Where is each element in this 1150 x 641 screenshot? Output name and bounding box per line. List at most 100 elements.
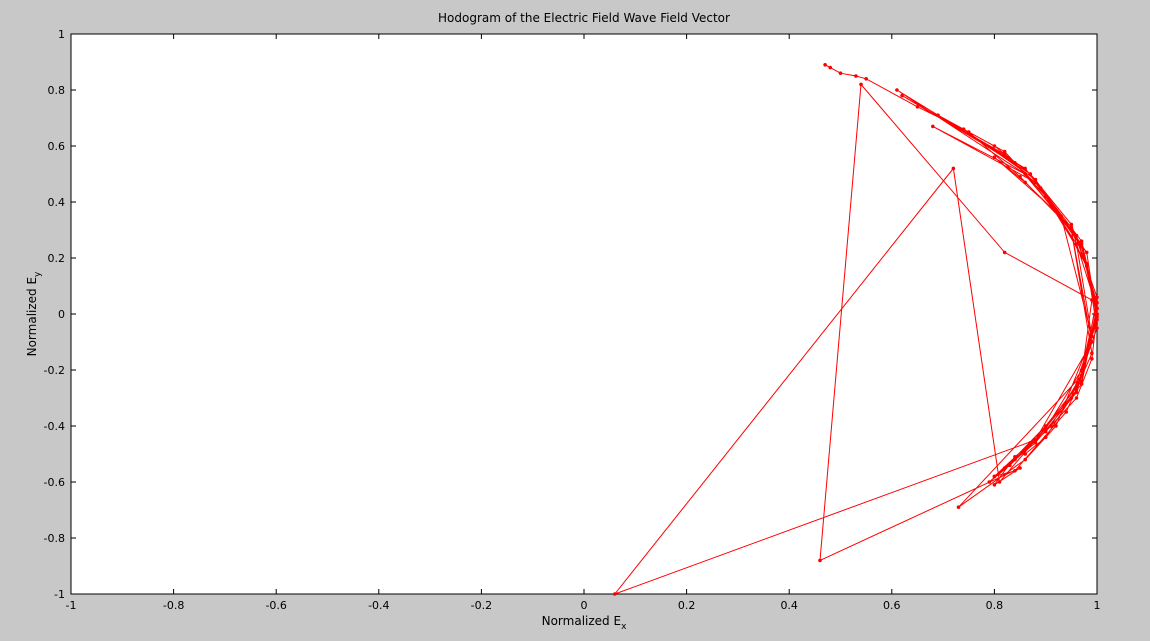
y-tick-label: 0.6: [48, 140, 66, 153]
data-point: [1064, 410, 1069, 414]
data-point: [1018, 466, 1022, 470]
data-point: [1002, 152, 1007, 157]
data-point: [1043, 427, 1048, 431]
data-point: [1023, 180, 1027, 185]
x-tick-label: 0.2: [678, 599, 696, 612]
data-point: [1028, 441, 1033, 445]
data-point: [1049, 424, 1053, 428]
data-point: [1013, 161, 1017, 165]
data-point: [1095, 317, 1099, 322]
y-tick-label: -0.2: [44, 364, 65, 377]
y-tick-label: -1: [54, 588, 65, 601]
data-point: [1023, 166, 1027, 171]
chart-title: Hodogram of the Electric Field Wave Fiel…: [438, 11, 730, 25]
data-point: [1013, 457, 1017, 462]
data-point: [997, 480, 1002, 484]
plot-area: [70, 33, 1098, 595]
data-point: [1095, 315, 1099, 319]
data-point: [1074, 396, 1079, 400]
data-point: [1033, 177, 1038, 182]
data-point: [1059, 214, 1063, 218]
data-point: [1043, 429, 1048, 434]
y-tick-label: 0.2: [48, 252, 66, 265]
data-point: [1059, 217, 1063, 221]
data-point: [1013, 455, 1017, 459]
data-point: [823, 63, 827, 67]
x-tick-label: 0.6: [883, 599, 901, 612]
data-point: [1043, 194, 1048, 199]
data-point: [612, 592, 617, 596]
data-point: [828, 65, 833, 70]
data-point: [1033, 438, 1038, 442]
data-point: [1090, 340, 1094, 344]
x-tick-label: -0.4: [368, 599, 389, 612]
data-series: [612, 63, 1099, 596]
data-point: [1079, 379, 1084, 384]
data-point: [1074, 233, 1079, 238]
y-axis-label: Normalized Ey: [25, 271, 43, 356]
x-tick-label: 0.4: [780, 599, 798, 612]
data-point: [966, 130, 971, 134]
data-point: [1018, 175, 1022, 179]
y-axis-label-main: Normalized E: [25, 277, 39, 356]
x-tick-label: 1: [1094, 599, 1101, 612]
data-point: [1095, 295, 1099, 300]
data-point: [854, 74, 858, 78]
data-point: [864, 77, 868, 81]
data-point: [992, 483, 997, 487]
y-tick-label: 0: [58, 308, 65, 321]
y-tick-label: -0.8: [44, 532, 65, 545]
data-point: [1028, 172, 1033, 176]
data-point: [1002, 466, 1007, 470]
data-point: [1079, 245, 1084, 249]
x-tick-label: 0.8: [986, 599, 1004, 612]
x-tick-label: -1: [66, 599, 77, 612]
data-point: [951, 166, 956, 171]
data-point: [1090, 351, 1094, 356]
data-point: [1043, 424, 1048, 428]
data-point: [992, 474, 997, 479]
data-point: [1033, 180, 1038, 185]
y-tick-label: 1: [58, 28, 65, 41]
data-point: [900, 93, 904, 98]
data-point: [1033, 441, 1038, 445]
data-point: [895, 88, 899, 92]
data-point: [1074, 390, 1079, 395]
data-point: [1074, 387, 1079, 392]
data-point: [1084, 261, 1089, 266]
data-point: [1084, 264, 1089, 269]
data-point: [1074, 242, 1079, 246]
x-tick-label: -0.8: [163, 599, 184, 612]
data-point: [1079, 239, 1084, 243]
data-point: [987, 480, 992, 484]
data-point: [1079, 373, 1084, 378]
data-point: [1090, 334, 1094, 339]
data-point: [1054, 424, 1058, 428]
x-tick-label: 0: [581, 599, 588, 612]
y-tick-label: 0.8: [48, 84, 66, 97]
data-point: [818, 558, 822, 563]
y-tick-label: -0.4: [44, 420, 65, 433]
data-point: [1090, 357, 1094, 361]
data-point: [1095, 326, 1099, 330]
data-point: [838, 71, 843, 75]
x-axis-label-sub: x: [621, 622, 627, 632]
data-point: [1069, 396, 1074, 400]
data-point: [1002, 250, 1007, 255]
data-point: [1079, 382, 1084, 386]
x-tick-label: -0.6: [265, 599, 286, 612]
data-point: [1002, 149, 1007, 154]
data-point: [915, 105, 920, 109]
x-tick-label: -0.2: [471, 599, 492, 612]
data-point: [1043, 435, 1048, 440]
data-point: [931, 124, 935, 129]
data-point: [1079, 368, 1084, 372]
data-point: [1007, 463, 1012, 468]
data-point: [1069, 222, 1074, 227]
data-point: [1095, 312, 1099, 316]
data-point: [1069, 228, 1074, 232]
data-point: [1074, 385, 1079, 389]
data-point: [1038, 186, 1043, 190]
data-point: [1023, 457, 1027, 462]
